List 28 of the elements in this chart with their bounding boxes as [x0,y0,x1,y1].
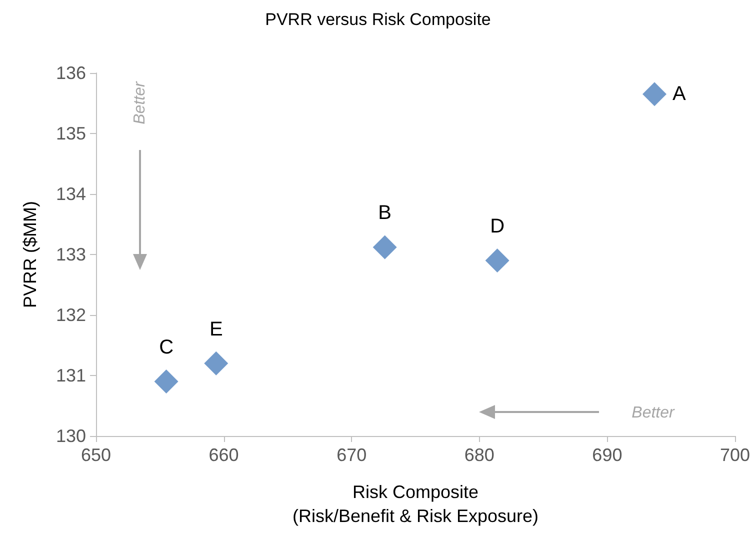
y-tick-label: 134 [56,184,86,204]
x-tick-label: 650 [80,445,112,465]
point [642,82,666,106]
x-tick-label: 680 [464,445,494,465]
annotation: Better [632,404,676,422]
point [204,351,228,376]
annotation: E [209,318,223,340]
chart-title: PVRR versus Risk Composite [265,10,491,29]
point [485,248,510,273]
x-tick-label: 690 [592,445,622,465]
point [372,235,397,260]
y-tick-label: 136 [56,63,86,83]
annotation: C [159,336,174,359]
annotation: B [378,202,392,224]
y-axis-title: PVRR ($MM) [20,201,40,308]
y-tick-label: 133 [56,244,86,264]
x-tick-label: 700 [720,445,750,465]
y-tick-label: 135 [56,124,86,144]
y-tick-label: 132 [56,305,86,325]
x-axis-title: Risk Composite (Risk/Benefit & Risk Exposure) [292,482,539,526]
x-tick-label: 660 [208,445,239,465]
annotation: Better [132,80,148,124]
annotation: D [490,216,505,238]
y-tick-label: 131 [56,366,86,386]
annotation: A [672,83,686,106]
x-tick-label: 670 [336,445,367,465]
point [154,370,178,394]
y-tick-label: 130 [56,426,86,446]
